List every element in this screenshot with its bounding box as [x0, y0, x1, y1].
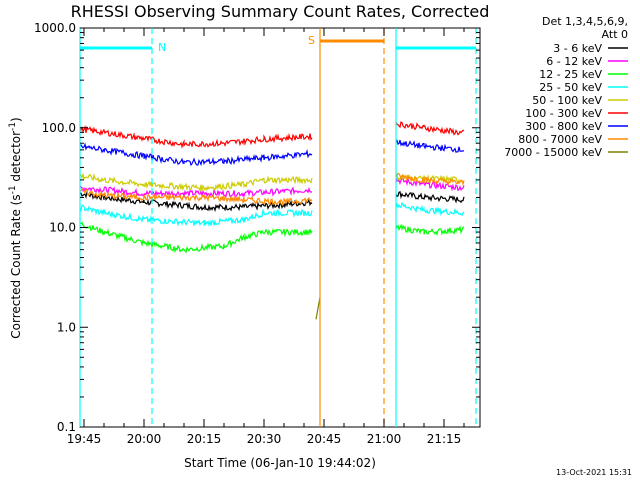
- x-tick-label: 19:45: [67, 432, 102, 446]
- series-line: [79, 188, 313, 207]
- legend-entry-label: 25 - 50 keV: [539, 81, 602, 94]
- x-tick-label: 20:15: [187, 432, 222, 446]
- series-line: [395, 223, 465, 237]
- series-line: [79, 190, 313, 213]
- series-line: [79, 172, 313, 193]
- series-line: [395, 121, 465, 136]
- x-tick-label: 20:30: [247, 432, 282, 446]
- legend-entry-label: 3 - 6 keV: [553, 42, 602, 55]
- legend-entry-label: 50 - 100 keV: [532, 94, 602, 107]
- y-axis-label-sup1: -1: [8, 185, 18, 194]
- night-flag-label: N: [158, 41, 166, 54]
- legend-entry-label: 800 - 7000 keV: [518, 133, 602, 146]
- x-axis-label: Start Time (06-Jan-10 19:44:02): [184, 456, 376, 470]
- legend-header-line1: Det 1,3,4,5,6,9,: [542, 15, 628, 28]
- series-layer: [79, 121, 465, 320]
- series-line: [395, 177, 465, 192]
- chart-title: RHESSI Observing Summary Count Rates, Co…: [71, 2, 490, 21]
- series-line: [395, 139, 465, 153]
- y-tick-label: 100.0: [42, 121, 76, 135]
- series-line: [395, 190, 465, 204]
- x-tick-label: 20:45: [307, 432, 342, 446]
- series-line: [395, 172, 465, 187]
- plot-frame: [79, 27, 481, 428]
- legend-entry-label: 6 - 12 keV: [546, 55, 602, 68]
- y-tick-label: 1000.0: [34, 21, 76, 35]
- x-axis-ticks: 19:45 20:00 20:15 20:30 20:45 21:00 21:15: [67, 28, 465, 446]
- y-axis-label-sup2: -1: [8, 122, 18, 131]
- y-axis-label-mid: detector: [9, 131, 23, 186]
- y-tick-label: 1.0: [57, 320, 76, 334]
- series-line: [315, 297, 321, 320]
- y-tick-label: 0.1: [57, 420, 76, 434]
- legend-header-line2: Att 0: [602, 28, 628, 41]
- series-line: [79, 185, 313, 199]
- x-tick-label: 20:00: [127, 432, 162, 446]
- plot-border: [79, 27, 481, 428]
- legend-entry-label: 12 - 25 keV: [539, 68, 602, 81]
- footer-date: 13-Oct-2021 15:31: [556, 468, 632, 477]
- y-axis-ticks: 0.1 1.0 10.0 100.0 1000.0: [34, 21, 480, 434]
- legend-entry-label: 100 - 300 keV: [525, 107, 602, 120]
- saa-flag-label: S: [308, 34, 315, 47]
- legend-entry-label: 300 - 800 keV: [525, 120, 602, 133]
- series-line: [79, 221, 313, 254]
- series-line: [79, 125, 313, 149]
- legend-entry-label: 7000 - 15000 keV: [504, 146, 602, 159]
- y-axis-label: Corrected Count Rate (s-1 detector-1): [8, 117, 23, 338]
- x-tick-label: 21:00: [367, 432, 402, 446]
- y-axis-label-end: ): [9, 117, 23, 122]
- x-tick-label: 21:15: [427, 432, 462, 446]
- series-line: [395, 201, 465, 217]
- series-line: [79, 142, 313, 167]
- y-tick-label: 10.0: [49, 221, 76, 235]
- series-line: [79, 204, 313, 228]
- y-axis-label-main: Corrected Count Rate (s: [9, 194, 23, 338]
- annotation-layer: NS: [79, 28, 477, 427]
